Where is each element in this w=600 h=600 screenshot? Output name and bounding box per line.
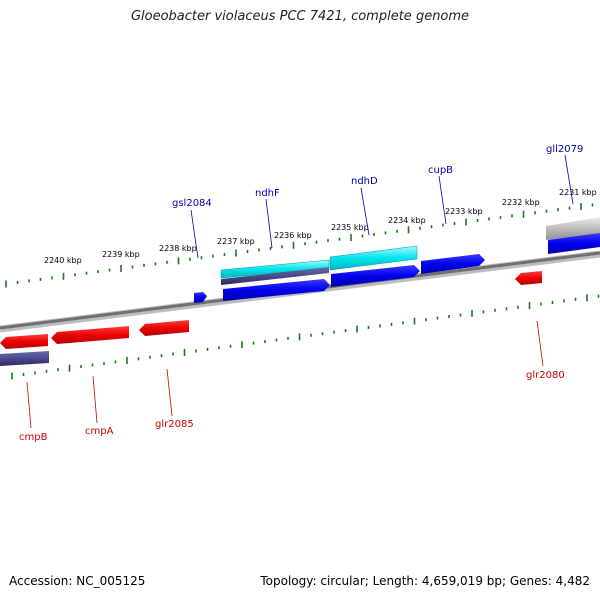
gene-arrow-ndhD[interactable]	[331, 265, 420, 287]
gene-label-gll2079[interactable]: gll2079	[546, 144, 583, 155]
kbp-scale: 2240 kbp 2239 kbp 2238 kbp 2237 kbp 2236…	[44, 188, 597, 265]
kbp-label: 2239 kbp	[102, 250, 140, 259]
kbp-label: 2238 kbp	[159, 244, 197, 253]
kbp-label: 2240 kbp	[44, 256, 82, 265]
gene-arrow-glr2085[interactable]	[139, 320, 189, 336]
gene-arrow-cmpA[interactable]	[51, 326, 129, 344]
gene-label-ndhD[interactable]: ndhD	[351, 176, 378, 187]
cds-bar-navy[interactable]	[0, 351, 49, 366]
forward-tick-track	[5, 203, 594, 288]
gene-label-cmpA[interactable]: cmpA	[85, 426, 114, 437]
kbp-label: 2232 kbp	[502, 198, 540, 207]
gene-label-cupB[interactable]: cupB	[428, 165, 453, 176]
gene-arrow-gll2079[interactable]	[548, 233, 600, 254]
kbp-label: 2237 kbp	[217, 237, 255, 246]
gene-label-cmpB[interactable]: cmpB	[19, 432, 48, 443]
kbp-label: 2233 kbp	[445, 207, 483, 216]
genome-title: Gloeobacter violaceus PCC 7421, complete…	[130, 9, 470, 24]
gene-label-ndhF[interactable]: ndhF	[255, 188, 280, 199]
kbp-label: 2234 kbp	[388, 216, 426, 225]
cds-bar-gray[interactable]	[546, 217, 600, 240]
gene-label-glr2080[interactable]: glr2080	[526, 370, 565, 381]
gene-arrow-cupB[interactable]	[421, 254, 485, 274]
gene-arrow-cmpB[interactable]	[0, 334, 48, 349]
kbp-label: 2231 kbp	[559, 188, 597, 197]
kbp-label: 2235 kbp	[331, 223, 369, 232]
reverse-gene-labels: cmpB cmpA glr2085 glr2080	[19, 320, 565, 443]
forward-genes	[194, 233, 600, 303]
gene-arrow-gsl2084[interactable]	[194, 292, 207, 303]
genome-summary-text: Topology: circular; Length: 4,659,019 bp…	[260, 574, 590, 588]
accession-text: Accession: NC_005125	[9, 574, 146, 588]
cds-bar-cyan[interactable]	[329, 245, 418, 271]
gene-arrow-ndhF[interactable]	[223, 279, 330, 301]
kbp-label: 2236 kbp	[274, 231, 312, 240]
forward-gene-labels: gsl2084 ndhF ndhD cupB gll2079	[172, 144, 583, 259]
cds-bar-navy[interactable]	[221, 267, 329, 285]
reverse-genes	[0, 271, 542, 349]
feature-track	[0, 217, 600, 366]
reverse-tick-track	[11, 294, 600, 380]
gene-label-glr2085[interactable]: glr2085	[155, 419, 194, 430]
gene-label-gsl2084[interactable]: gsl2084	[172, 198, 212, 209]
gene-arrow-glr2080[interactable]	[515, 271, 542, 285]
